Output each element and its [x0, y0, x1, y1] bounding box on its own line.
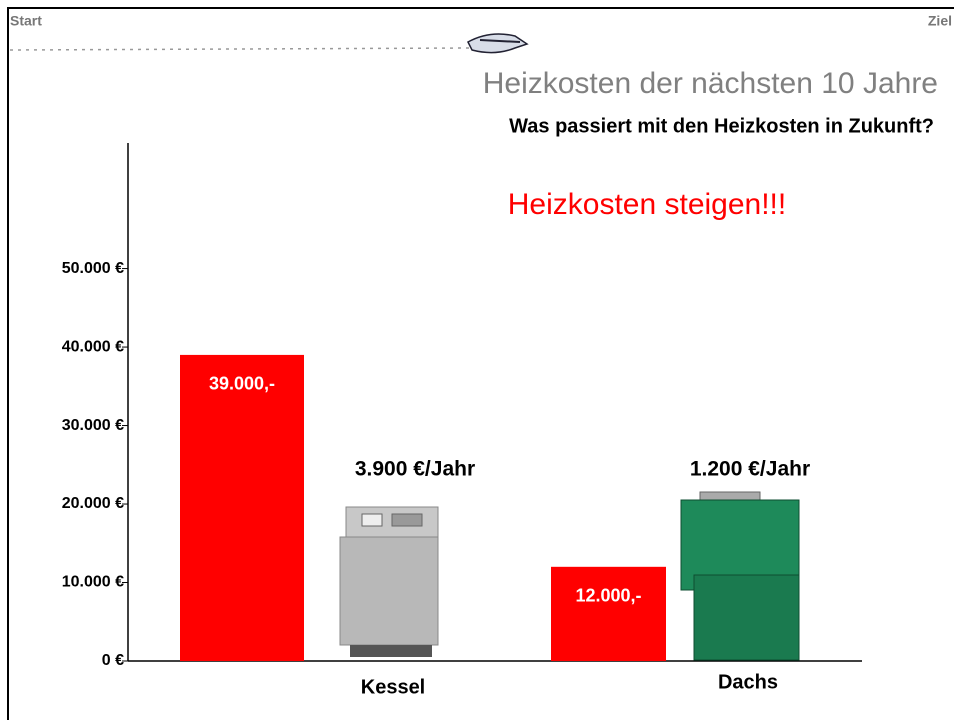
- bar: [551, 566, 666, 661]
- bar: [180, 354, 304, 661]
- y-tick-label: 50.000 €: [62, 260, 124, 277]
- y-tick-label: 0 €: [102, 652, 124, 669]
- start-label: Start: [10, 13, 42, 29]
- chart-title: Heizkosten der nächsten 10 Jahre: [483, 67, 938, 100]
- badger-icon: [467, 33, 529, 54]
- y-tick-label: 10.000 €: [62, 574, 124, 591]
- kessel-image: [339, 506, 439, 657]
- yearly-label: 3.900 €/Jahr: [355, 458, 475, 481]
- y-tick-label: 20.000 €: [62, 495, 124, 512]
- goal-label: Ziel: [928, 13, 952, 29]
- yearly-label: 1.200 €/Jahr: [690, 458, 810, 481]
- dachs-image: [680, 491, 800, 661]
- x-tick-label: Dachs: [718, 671, 778, 693]
- y-tick-label: 30.000 €: [62, 417, 124, 434]
- x-tick-label: Kessel: [361, 676, 426, 698]
- y-tick-label: 40.000 €: [62, 338, 124, 355]
- value-label: 12.000,-: [575, 586, 641, 606]
- chart-subtitle: Was passiert mit den Heizkosten in Zukun…: [509, 115, 934, 137]
- value-label: 39.000,-: [209, 374, 275, 394]
- annotation: Heizkosten steigen!!!: [508, 188, 786, 221]
